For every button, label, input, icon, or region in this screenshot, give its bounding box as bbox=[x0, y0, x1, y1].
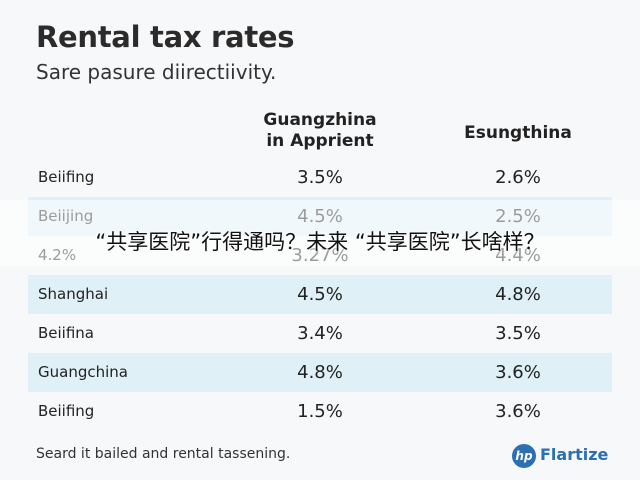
overlay-band bbox=[0, 200, 640, 266]
table-row: Beiifing 1.5% 3.6% bbox=[28, 392, 612, 431]
table-cell: 2.6% bbox=[495, 167, 541, 188]
table-cell: 3.5% bbox=[297, 167, 343, 188]
table-cell: 3.6% bbox=[495, 401, 541, 422]
table-cell: 3.4% bbox=[297, 323, 343, 344]
table-row: Shanghai 4.5% 4.8% bbox=[28, 275, 612, 314]
header-line: Esungthina bbox=[464, 123, 572, 143]
column-header: Esungthina bbox=[438, 123, 598, 144]
table-cell: 1.5% bbox=[297, 401, 343, 422]
table-row: Guangchina 4.8% 3.6% bbox=[28, 353, 612, 392]
logo: hp Flartize bbox=[512, 444, 608, 468]
table-cell: 4.8% bbox=[297, 362, 343, 383]
table-cell: Shanghai bbox=[38, 285, 109, 303]
table-cell: Beiifina bbox=[38, 324, 95, 342]
header-line: in Apprient bbox=[266, 131, 374, 151]
column-header: Guangzhina in Apprient bbox=[240, 110, 400, 152]
title: Rental tax rates bbox=[36, 20, 295, 54]
logo-icon: hp bbox=[512, 444, 536, 468]
table-cell: Beiifing bbox=[38, 168, 95, 186]
logo-name: Flartize bbox=[540, 445, 609, 464]
table-cell: Guangchina bbox=[38, 363, 128, 381]
header-line: Guangzhina bbox=[263, 110, 377, 130]
table-cell: Beiifing bbox=[38, 402, 95, 420]
table-cell: 3.6% bbox=[495, 362, 541, 383]
table-cell: 3.5% bbox=[495, 323, 541, 344]
footer: Seard it bailed and rental tassening. bbox=[36, 446, 291, 462]
table-cell: 4.5% bbox=[297, 284, 343, 305]
table-row: Beiifing 3.5% 2.6% bbox=[28, 158, 612, 197]
table-cell: 4.8% bbox=[495, 284, 541, 305]
subtitle: Sare pasure diirectiivity. bbox=[36, 60, 277, 84]
table-row: Beiifina 3.4% 3.5% bbox=[28, 314, 612, 353]
overlay-caption: “共享医院”行得通吗？未来 “共享医院”长啥样？ bbox=[95, 230, 545, 254]
